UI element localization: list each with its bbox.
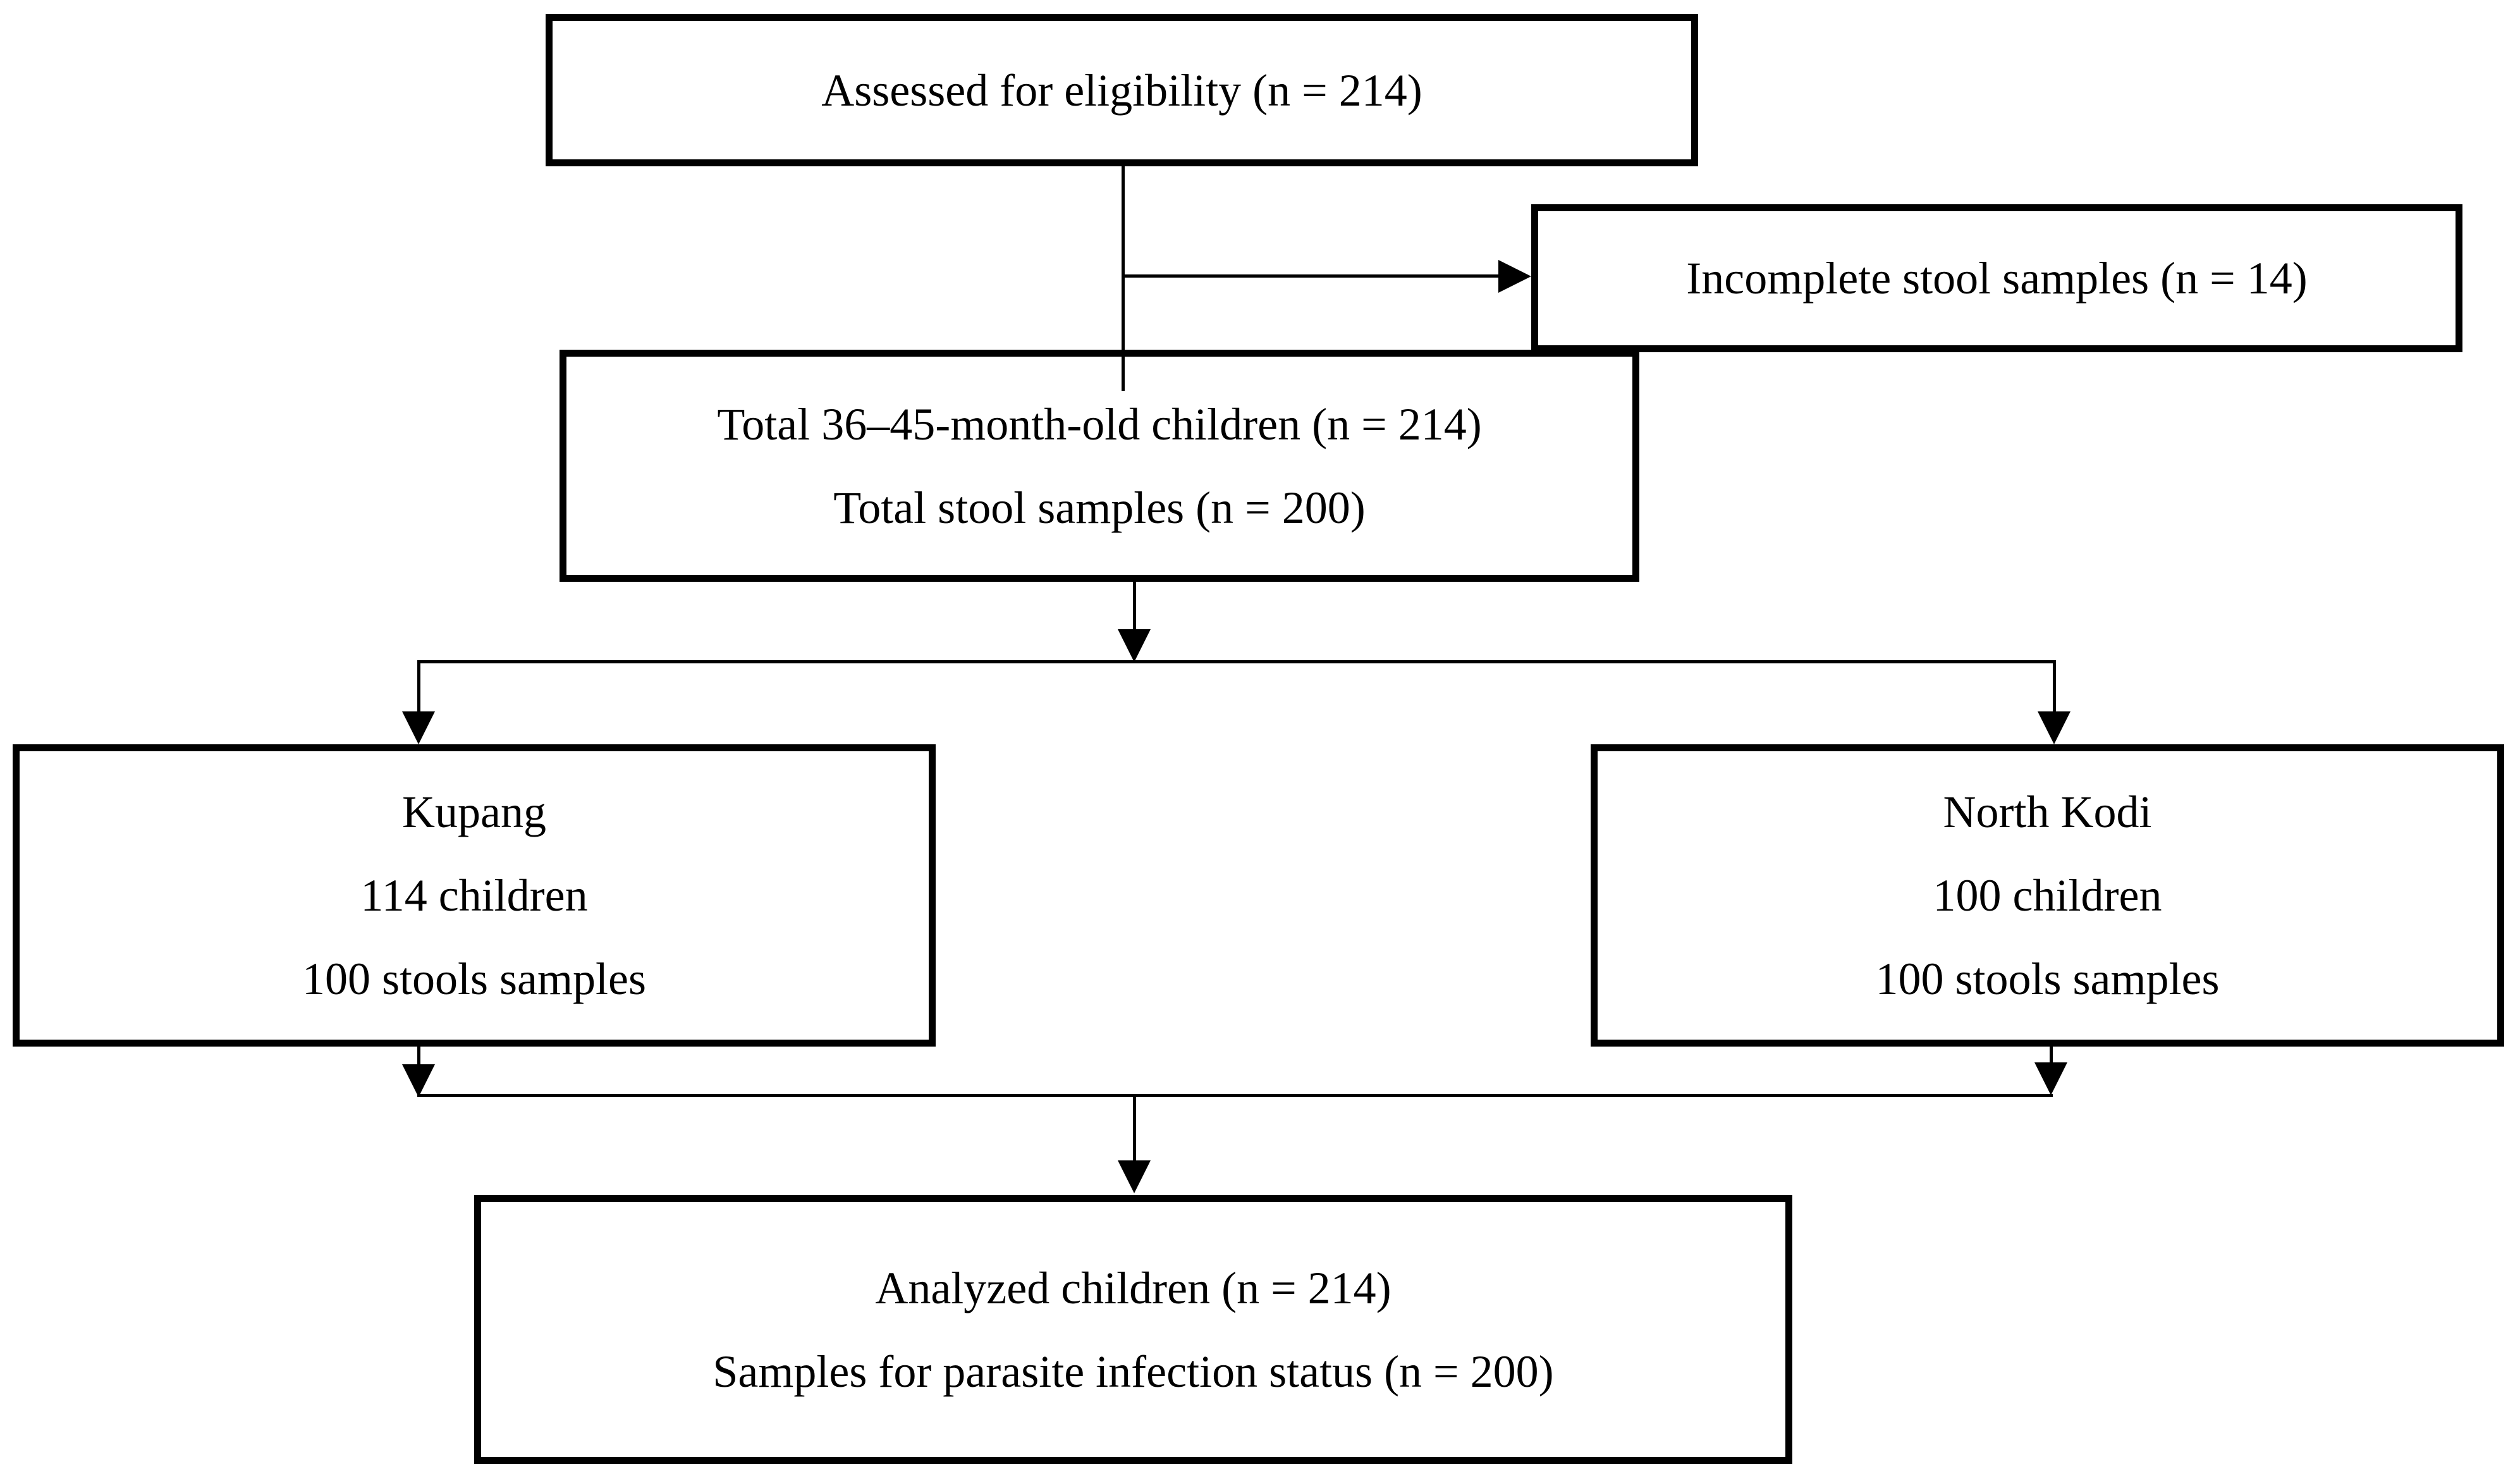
connector-converge-to-analyzed — [1133, 1097, 1136, 1162]
analyzed-samples-text: Samples for parasite infection status (n… — [713, 1346, 1554, 1397]
north-kodi-site-box: North Kodi 100 children 100 stools sampl… — [1591, 744, 2504, 1047]
incomplete-stool-samples-text: Incomplete stool samples (n = 14) — [1686, 253, 2308, 304]
connector-branch-to-incomplete — [1122, 274, 1498, 278]
kupang-site-box: Kupang 114 children 100 stools samples — [13, 744, 936, 1047]
connector-north-kodi-to-converge — [2050, 1047, 2053, 1064]
arrowhead-down-icon — [402, 1064, 435, 1097]
arrowhead-down-icon — [2034, 1062, 2067, 1095]
analyzed-children-text: Analyzed children (n = 214) — [875, 1262, 1392, 1313]
connector-kupang-to-converge — [417, 1047, 420, 1066]
kupang-site-name: Kupang — [402, 787, 546, 837]
arrowhead-down-icon — [2038, 711, 2070, 744]
connector-split-to-kupang — [417, 662, 420, 713]
kupang-children-count: 114 children — [360, 870, 588, 921]
analyzed-children-box: Analyzed children (n = 214) Samples for … — [474, 1195, 1792, 1464]
total-stool-samples-text: Total stool samples (n = 200) — [833, 482, 1366, 533]
assessed-eligibility-box: Assessed for eligibility (n = 214) — [546, 14, 1698, 166]
connector-split-to-north-kodi — [2053, 662, 2056, 713]
connector-total-to-split — [1133, 582, 1136, 631]
arrowhead-down-icon — [402, 711, 435, 744]
north-kodi-site-name: North Kodi — [1943, 787, 2152, 837]
arrowhead-down-icon — [1118, 1160, 1151, 1193]
arrowhead-right-icon — [1498, 260, 1531, 293]
arrowhead-down-icon — [1118, 629, 1151, 662]
incomplete-stool-samples-box: Incomplete stool samples (n = 14) — [1531, 204, 2462, 352]
converge-distribution-line — [417, 1094, 2053, 1097]
kupang-stool-samples-count: 100 stools samples — [302, 954, 646, 1004]
split-distribution-line — [417, 660, 2056, 663]
assessed-eligibility-text: Assessed for eligibility (n = 214) — [821, 65, 1422, 116]
connector-assessed-to-total — [1122, 166, 1125, 391]
north-kodi-stool-samples-count: 100 stools samples — [1875, 954, 2220, 1004]
total-children-box: Total 36–45-month-old children (n = 214)… — [560, 350, 1639, 582]
total-children-text: Total 36–45-month-old children (n = 214) — [717, 398, 1482, 450]
north-kodi-children-count: 100 children — [1933, 870, 2162, 921]
